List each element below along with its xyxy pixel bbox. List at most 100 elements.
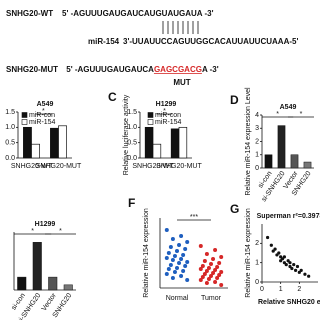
- wt-label: SNHG20-WT: [6, 9, 53, 18]
- x-tick-label: 0: [260, 286, 264, 293]
- panel-letter: F: [128, 196, 135, 210]
- panel-letter: G: [230, 202, 239, 216]
- bar: [50, 127, 59, 159]
- x-tick-label: Normal: [166, 295, 189, 302]
- y-tick-label: 0: [255, 165, 259, 172]
- y-axis-label: Relative miR-154 expression Level: [245, 87, 252, 196]
- dot: [219, 255, 224, 259]
- legend-swatch: [147, 112, 154, 118]
- point: [295, 264, 300, 269]
- bar: [23, 126, 32, 159]
- dot: [215, 276, 220, 280]
- point: [288, 261, 292, 265]
- mut-end: A -3': [202, 65, 219, 74]
- dot: [219, 283, 224, 287]
- bar: [152, 143, 162, 159]
- dot: [204, 252, 209, 256]
- y-axis-label: Relative miR-154 expression: [245, 208, 252, 298]
- mir-label: miR-154: [88, 37, 120, 46]
- dot: [206, 266, 211, 270]
- mir-seq: 3'-UUAUUCCAGUUGGCACAUUAUUCUAAA-5': [123, 37, 298, 46]
- bar: [144, 126, 154, 159]
- dot: [179, 234, 184, 238]
- y-tick-label: 2: [255, 240, 259, 247]
- y-tick-label: 3: [255, 125, 259, 132]
- y-tick-label: 1.0: [5, 124, 15, 131]
- panel-letter: C: [108, 90, 117, 104]
- dot: [206, 277, 211, 281]
- dot: [166, 267, 171, 271]
- bar: [17, 276, 27, 291]
- dot: [164, 272, 169, 276]
- dot: [179, 257, 184, 261]
- point: [307, 274, 311, 278]
- x-tick-label: 1: [279, 286, 283, 293]
- dot: [200, 275, 205, 279]
- dot: [170, 276, 175, 280]
- dot: [181, 269, 186, 273]
- point: [303, 272, 307, 276]
- dot: [164, 256, 169, 260]
- dot: [215, 265, 220, 269]
- bar: [48, 276, 58, 291]
- annotation: *: [300, 111, 303, 118]
- legend-label: miR-154: [155, 119, 182, 126]
- dot: [185, 260, 190, 264]
- dot: [177, 243, 182, 247]
- dot: [164, 228, 169, 232]
- dot: [168, 263, 173, 267]
- mut-label-text: SNHG20-MUT: [6, 65, 58, 74]
- wt-seq: 5' -AGUUUGAUGAUCAUGUAUGAUA -3': [62, 9, 214, 18]
- mut-seq: 5' -AGUUUGAUGAUCA: [66, 65, 154, 74]
- point: [294, 268, 298, 272]
- bar: [290, 154, 299, 169]
- dot: [211, 271, 216, 275]
- annotation: *: [163, 108, 166, 115]
- dot: [177, 261, 182, 265]
- dot: [175, 249, 179, 253]
- bar: [63, 284, 73, 291]
- chart-title: H1299: [35, 221, 56, 228]
- dot: [181, 253, 186, 257]
- x-axis-label: Relative SNHG20 express: [258, 299, 320, 306]
- annotation: ***: [190, 214, 198, 221]
- x-tick-label: SNHG20-MUT: [156, 163, 202, 170]
- dot: [166, 251, 171, 255]
- panel-letter: D: [230, 93, 239, 107]
- y-tick-label: 0.5: [127, 140, 137, 147]
- point: [273, 247, 277, 251]
- bar: [170, 128, 180, 159]
- dot: [172, 270, 177, 274]
- legend-label: miR-con: [29, 112, 55, 119]
- dot: [209, 262, 213, 266]
- dot: [198, 244, 203, 248]
- legend-swatch: [21, 119, 28, 125]
- dot: [179, 274, 184, 278]
- dot: [209, 274, 213, 278]
- y-tick-label: 0.5: [5, 140, 15, 147]
- point: [290, 266, 294, 271]
- x-tick-label: Tumor: [201, 295, 222, 302]
- x-tick-label: SNHG20-WT: [11, 163, 53, 170]
- y-tick-label: 1.5: [127, 109, 137, 116]
- dot: [200, 264, 205, 268]
- dot: [170, 258, 175, 262]
- bar: [303, 161, 312, 169]
- bar: [31, 143, 40, 159]
- bar: [178, 126, 188, 159]
- legend-label: miR-con: [155, 112, 181, 119]
- y-tick-label: 0.0: [5, 155, 15, 162]
- bar: [58, 125, 67, 159]
- annotation: *: [59, 228, 62, 235]
- bar: [32, 242, 42, 291]
- point: [282, 255, 286, 259]
- mut-label: SNHG20-MUT 5' -AGUUUGAUGAUCAGAGCGACGA -3…: [6, 65, 219, 74]
- y-tick-label: 1.0: [127, 124, 137, 131]
- point: [299, 268, 303, 272]
- x-tick-label: 2: [297, 286, 301, 293]
- mut-tag: MUT: [173, 78, 190, 87]
- y-axis-label: Relative luciferase activity: [123, 94, 130, 175]
- annotation: *: [276, 111, 279, 118]
- dot: [204, 281, 209, 285]
